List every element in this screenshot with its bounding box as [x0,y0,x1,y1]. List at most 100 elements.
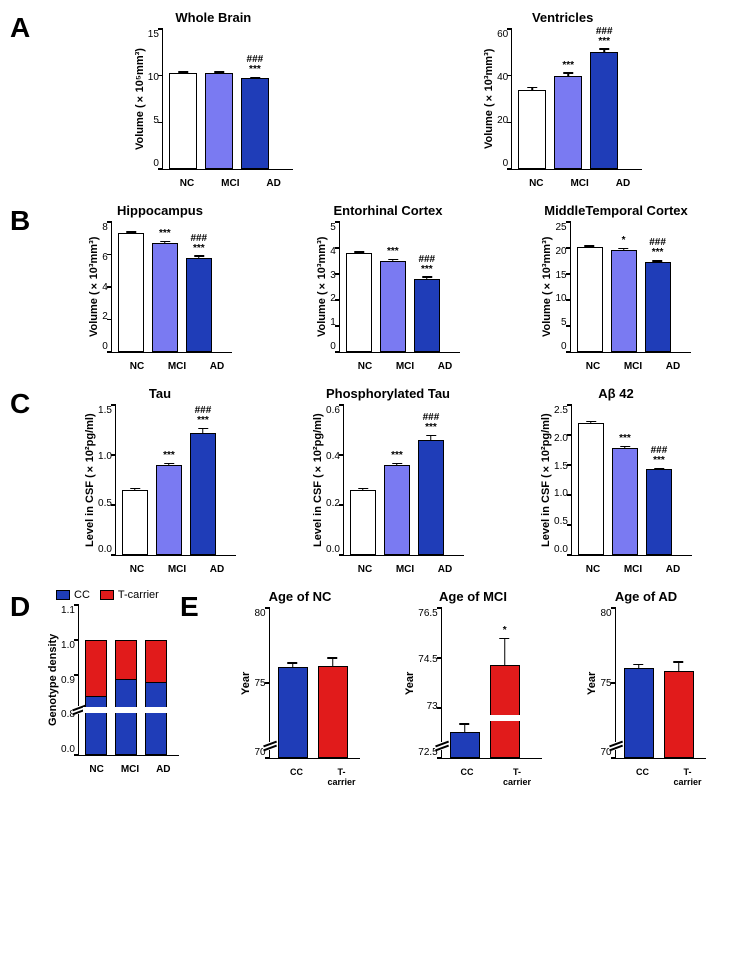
plot-area: * [441,608,542,759]
y-axis-label: Volume (×10³mm³) [483,29,495,175]
sig-annotation: *** [612,434,638,444]
sig-annotation: *** [646,456,672,466]
bar-nc [577,247,603,352]
x-tick-label: MCI [164,361,190,372]
sig-annotation: *** [152,229,178,239]
sig-annotation: *** [554,61,582,71]
bar-ad: ***### [414,279,440,352]
sig-annotation: ### [414,255,440,265]
segment-tcarrier [85,640,107,696]
panel-label: A [10,10,46,44]
bar-nc [122,490,148,555]
panel-label: E [180,589,216,787]
x-tick-label: NC [173,178,201,189]
x-tick-label: MCI [392,361,418,372]
stacked-bar-ad [145,640,167,755]
sig-annotation: *** [645,248,671,258]
x-tick-label: MCI [119,764,141,775]
chart-title: Entorhinal Cortex [333,203,442,218]
x-tick-label: CC [452,767,482,787]
sig-annotation: *** [380,247,406,257]
bar-ad: ***### [186,258,212,352]
x-tick-label: NC [522,178,550,189]
x-tick-label: MCI [620,361,646,372]
chart-title: Whole Brain [175,10,251,25]
x-tick-label: AD [432,361,458,372]
x-tick-label: AD [609,178,637,189]
y-axis-label: Year [586,608,598,764]
bar-nc [118,233,144,352]
x-tick-label: CC [628,767,658,787]
segment-cc [85,696,107,755]
chart-title: MiddleTemporal Cortex [544,203,688,218]
x-tick-label: AD [660,564,686,575]
bar-nc [578,423,604,555]
chart-title: Tau [149,386,171,401]
bar-t-carrier: * [490,665,520,758]
plot-area [269,608,360,759]
sig-annotation: *** [186,244,212,254]
legend-swatch [100,590,114,600]
x-tick-label: MCI [216,178,244,189]
bar-nc [350,490,376,555]
bar-mci: *** [380,261,406,352]
y-axis-label: Volume (×10⁵mm³) [134,29,146,175]
chart-title: Age of MCI [439,589,507,604]
bar-ad: ***### [590,52,618,169]
x-tick-label: NC [352,564,378,575]
segment-cc [145,682,167,755]
chart-title: Phosphorylated Tau [326,386,450,401]
panel-label: B [10,203,46,237]
plot-area: ******### [115,405,236,556]
x-tick-label: NC [352,361,378,372]
bar-chart: Entorhinal CortexVolume (×10³mm³)543210*… [311,203,465,372]
sig-annotation: *** [156,451,182,461]
plot-area: *** ***### [111,222,232,353]
sig-annotation: *** [418,423,444,433]
x-tick-label: CC [282,767,312,787]
bar-nc [346,253,372,352]
bar-mci: *** [156,465,182,555]
bar-mci: *** [152,243,178,352]
plot-area: * ***### [570,222,691,353]
y-axis-label: Genotype density [47,605,59,761]
chart-title: Aβ 42 [598,386,633,401]
plot-area: ******### [343,405,464,556]
plot-area: *** ***### [511,29,642,170]
y-axis-label: Level in CSF (×10²pg/ml) [540,405,552,561]
sig-annotation: ### [590,27,618,37]
bar-mci [205,73,233,169]
x-tick-label: AD [204,361,230,372]
bar-chart: Whole BrainVolume (×10⁵mm³)151050***###N… [131,10,295,189]
bar-chart: VentriclesVolume (×10³mm³)6040200******#… [481,10,645,189]
bar-chart: HippocampusVolume (×10³mm³)86420******##… [83,203,237,372]
x-tick-label: T-carrier [327,767,357,787]
legend-item: T-carrier [100,589,159,601]
x-tick-label: T-carrier [673,767,703,787]
bar-chart: Phosphorylated TauLevel in CSF (×10²pg/m… [311,386,465,575]
chart-title: Ventricles [532,10,593,25]
sig-annotation: ### [646,446,672,456]
segment-tcarrier [115,640,137,679]
bar-nc [169,73,197,169]
sig-annotation: *** [414,265,440,275]
bar-cc [278,667,308,758]
sig-annotation: *** [241,65,269,75]
panel-row-de: DCCT-carrierGenotype density1.11.00.90.8… [10,589,730,787]
segment-tcarrier [145,640,167,682]
y-axis-label: Level in CSF (×10²pg/ml) [84,405,96,561]
x-tick-label: AD [432,564,458,575]
x-tick-label: MCI [566,178,594,189]
bar-mci: * [611,250,637,352]
legend-item: CC [56,589,90,601]
bar-ad: ***### [645,262,671,352]
age-bar-chart: Age of MCIYear76.574.57372.5*CCT-carrier [404,589,542,787]
sig-annotation: ### [241,55,269,65]
x-tick-label: AD [204,564,230,575]
sig-annotation: *** [384,451,410,461]
x-tick-label: AD [152,764,174,775]
stacked-bar-nc [85,640,107,755]
bar-chart: Aβ 42Level in CSF (×10²pg/ml)2.52.01.51.… [539,386,693,575]
age-bar-chart: Age of NCYear807570CCT-carrier [236,589,364,787]
legend: CC T-carrier [56,589,180,601]
